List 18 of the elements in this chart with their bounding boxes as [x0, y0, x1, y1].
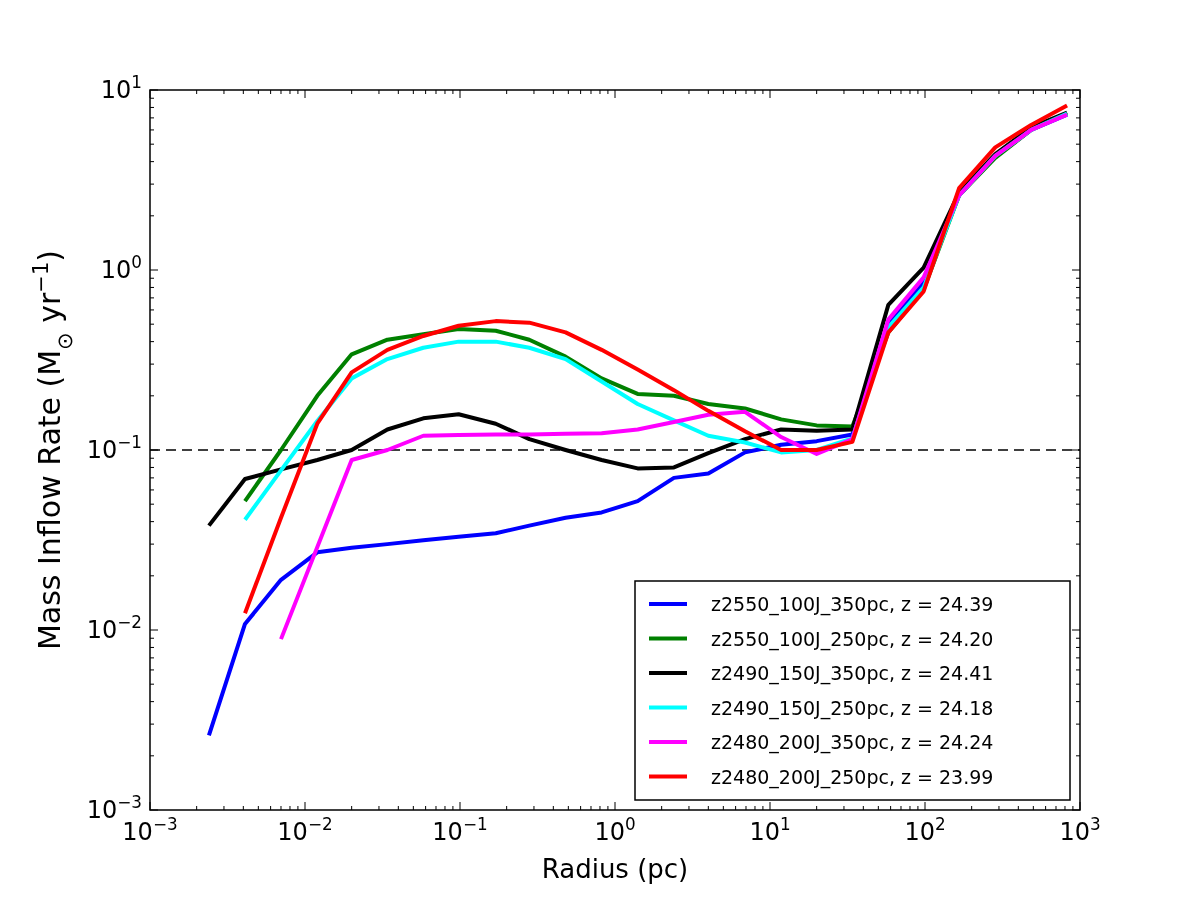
legend-label: z2490_150J_250pc, z = 24.18 [711, 696, 994, 720]
x-tick-label: 10$^{0}$ [594, 814, 636, 846]
y-tick-label: 10$^{−2}$ [86, 612, 142, 644]
y-tick-label: 10$^{1}$ [100, 72, 142, 104]
legend-label: z2550_100J_250pc, z = 24.20 [711, 627, 994, 651]
legend-label: z2550_100J_350pc, z = 24.39 [711, 593, 994, 616]
legend-label: z2490_150J_350pc, z = 24.41 [711, 662, 994, 685]
x-tick-label: 10$^{2}$ [904, 814, 946, 846]
x-tick-label: 10$^{−1}$ [432, 814, 488, 846]
x-tick-label: 10$^{3}$ [1059, 814, 1101, 846]
legend-label: z2480_200J_350pc, z = 24.24 [711, 731, 994, 754]
x-axis-title: Radius (pc) [541, 854, 689, 884]
x-tick-label: 10$^{−2}$ [277, 814, 333, 846]
y-tick-label: 10$^{−1}$ [86, 432, 142, 464]
x-tick-label: 10$^{1}$ [749, 814, 791, 846]
legend-label: z2480_200J_250pc, z = 23.99 [711, 765, 994, 789]
x-tick-label: 10$^{−3}$ [122, 814, 178, 846]
y-tick-label: 10$^{0}$ [100, 252, 142, 284]
